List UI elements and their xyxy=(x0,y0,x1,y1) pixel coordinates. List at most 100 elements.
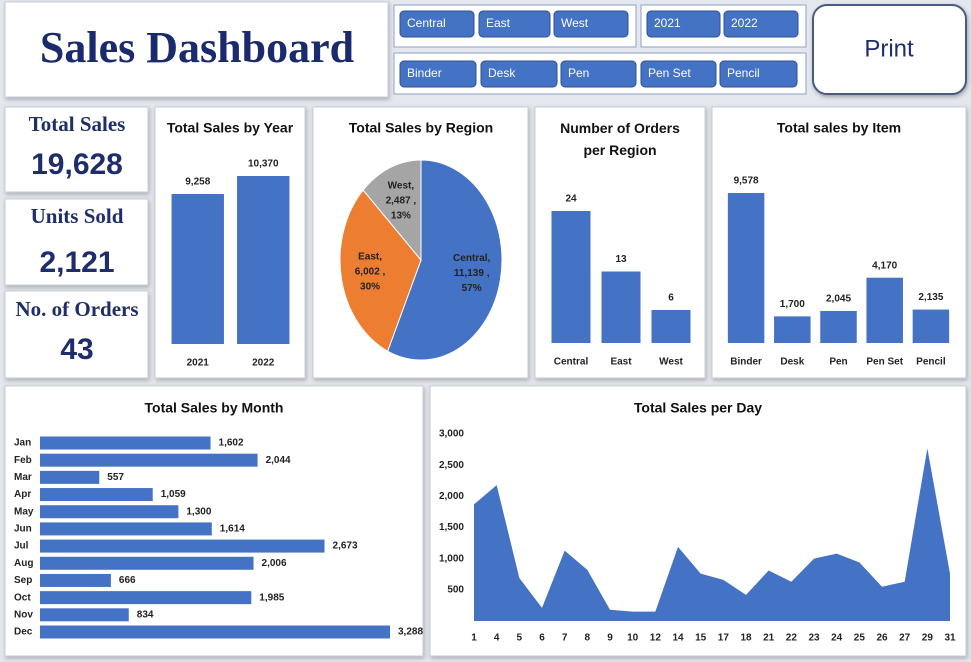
slicer-button[interactable] xyxy=(480,60,558,88)
x-tick-label: 24 xyxy=(831,633,843,644)
pie-slice xyxy=(362,159,422,262)
y-tick-label: May xyxy=(14,506,34,517)
slicer-button[interactable] xyxy=(399,60,477,88)
slice-label: 30% xyxy=(360,281,380,292)
kpi-card xyxy=(4,106,149,193)
bar xyxy=(866,277,903,343)
bar xyxy=(40,625,390,639)
x-tick-label: 22 xyxy=(786,633,798,644)
bar xyxy=(40,556,254,570)
slicer-button[interactable] xyxy=(646,10,721,38)
print-button[interactable]: Print xyxy=(812,4,967,95)
kpi-card xyxy=(4,290,149,379)
print-label[interactable]: Print xyxy=(864,35,914,62)
bar xyxy=(40,608,129,622)
x-tick-label: 29 xyxy=(922,633,934,644)
bar xyxy=(40,470,100,484)
slice-label: Central, xyxy=(453,253,490,264)
x-tick-label: 2022 xyxy=(252,358,275,369)
kpi-label: Total Sales xyxy=(29,112,126,136)
y-tick-label: 1,500 xyxy=(439,522,464,533)
slicer-button-label[interactable]: Binder xyxy=(407,66,442,80)
value-label: 557 xyxy=(107,472,124,483)
y-tick-label: 3,000 xyxy=(439,429,464,440)
x-tick-label: 9 xyxy=(607,633,613,644)
chart-title: Total Sales per Day xyxy=(634,400,762,416)
x-tick-label: 31 xyxy=(944,633,956,644)
value-label: 1,300 xyxy=(186,506,211,517)
bar xyxy=(237,176,290,344)
x-tick-label: 25 xyxy=(854,633,866,644)
slicer-button-label[interactable]: Pencil xyxy=(727,66,760,80)
slicer-button[interactable] xyxy=(723,10,799,38)
print-button-box[interactable] xyxy=(812,4,967,95)
value-label: 1,059 xyxy=(161,489,186,500)
x-tick-label: 14 xyxy=(672,633,684,644)
slicer-button-label[interactable]: Pen xyxy=(568,66,589,80)
y-tick-label: Mar xyxy=(14,472,32,483)
x-tick-label: West xyxy=(659,357,683,368)
y-tick-label: Jan xyxy=(14,438,31,449)
slicer-button-label[interactable]: Pen Set xyxy=(648,66,691,80)
value-label: 4,170 xyxy=(872,260,897,271)
kpi-value: 43 xyxy=(60,333,93,366)
x-tick-label: Binder xyxy=(730,357,762,368)
value-label: 9,578 xyxy=(734,176,759,187)
slice-label: East, xyxy=(358,251,382,262)
bar xyxy=(551,211,591,343)
slice-label: West, xyxy=(388,181,415,192)
y-tick-label: Jul xyxy=(14,541,29,552)
slicer-button[interactable] xyxy=(478,10,551,38)
x-tick-label: 8 xyxy=(585,633,591,644)
x-tick-label: 7 xyxy=(562,633,568,644)
x-tick-label: 1 xyxy=(471,633,477,644)
bar xyxy=(820,310,857,343)
value-label: 2,044 xyxy=(266,455,291,466)
value-label: 2,135 xyxy=(918,292,943,303)
slicer-button[interactable] xyxy=(399,10,475,38)
slicer-button-label[interactable]: 2022 xyxy=(731,16,758,30)
y-tick-label: Feb xyxy=(14,455,32,466)
chart-title: Total Sales by Region xyxy=(349,120,493,136)
bar xyxy=(601,271,641,343)
x-tick-label: 23 xyxy=(808,633,820,644)
slice-label: 57% xyxy=(462,283,482,294)
x-tick-label: 5 xyxy=(517,633,523,644)
value-label: 13 xyxy=(615,254,627,265)
y-tick-label: Nov xyxy=(14,609,33,620)
y-tick-label: 500 xyxy=(447,584,464,595)
x-tick-label: Pen Set xyxy=(866,357,903,368)
pie-slice xyxy=(387,159,503,361)
slicer-button[interactable] xyxy=(719,60,798,88)
bar xyxy=(40,539,325,553)
x-tick-label: 18 xyxy=(740,633,752,644)
value-label: 1,700 xyxy=(780,299,805,310)
slicer-button-label[interactable]: Central xyxy=(407,16,446,30)
x-tick-label: 4 xyxy=(494,633,500,644)
slicer-button[interactable] xyxy=(640,60,717,88)
x-tick-label: Pen xyxy=(829,357,847,368)
bar xyxy=(774,316,811,343)
slicer-button-label[interactable]: 2021 xyxy=(654,16,681,30)
slice-label: 13% xyxy=(391,211,411,222)
x-tick-label: East xyxy=(610,357,632,368)
slicer-button-label[interactable]: Desk xyxy=(488,66,516,80)
x-tick-label: 26 xyxy=(876,633,888,644)
bar xyxy=(171,194,224,344)
chart-title: Number of Orders per Region xyxy=(560,120,680,158)
bar xyxy=(727,193,765,343)
value-label: 3,288 xyxy=(398,627,423,638)
x-tick-label: 10 xyxy=(627,633,639,644)
slicer-button-label[interactable]: East xyxy=(486,16,511,30)
x-tick-label: 2021 xyxy=(187,358,210,369)
slicer-button[interactable] xyxy=(560,60,637,88)
slicer-button[interactable] xyxy=(553,10,629,38)
x-tick-label: 12 xyxy=(650,633,662,644)
x-tick-label: Desk xyxy=(780,357,804,368)
slicer-button-label[interactable]: West xyxy=(561,16,589,30)
title-box xyxy=(4,1,389,98)
chart-title: Total sales by Item xyxy=(777,120,901,136)
y-tick-label: 2,000 xyxy=(439,491,464,502)
x-tick-label: Central xyxy=(554,357,589,368)
value-label: 1,614 xyxy=(220,524,245,535)
